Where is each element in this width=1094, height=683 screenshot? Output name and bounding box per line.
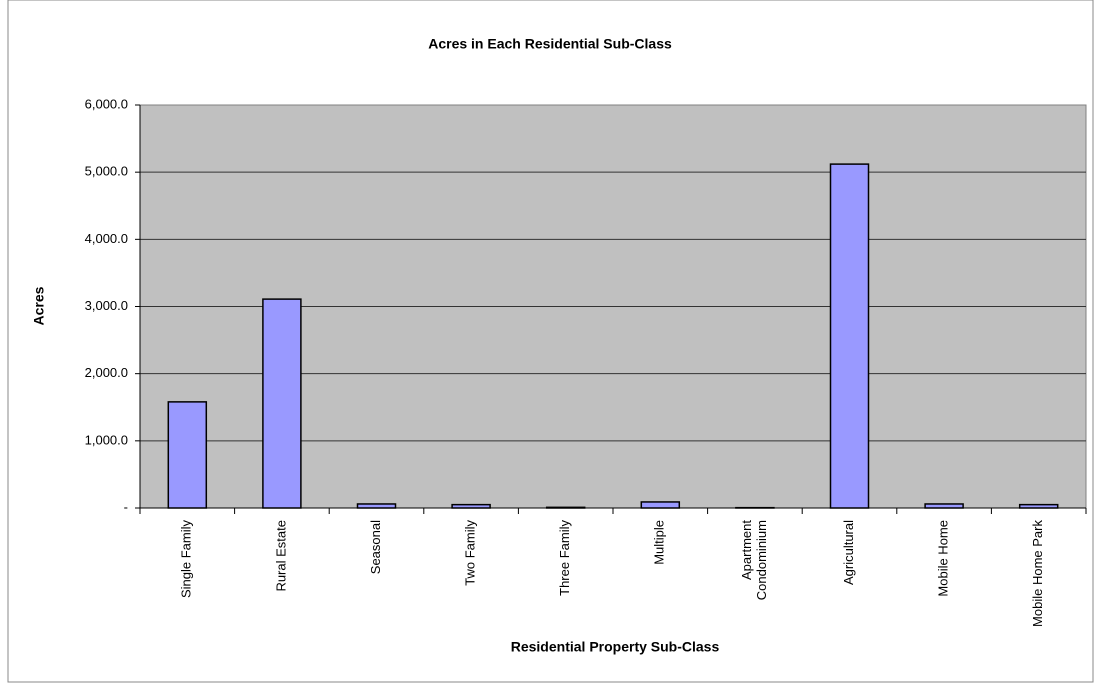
bar bbox=[167, 401, 208, 509]
x-tick-label: Agricultural bbox=[841, 520, 856, 585]
y-tick-label: 6,000.0 bbox=[85, 96, 128, 111]
y-tick-label: 3,000.0 bbox=[85, 298, 128, 313]
x-axis-title: Residential Property Sub-Class bbox=[511, 639, 720, 655]
x-tick-label: Seasonal bbox=[368, 520, 383, 574]
y-tick-label: 5,000.0 bbox=[85, 164, 128, 179]
y-tick-label: 4,000.0 bbox=[85, 231, 128, 246]
bar bbox=[451, 503, 491, 509]
bar bbox=[356, 503, 397, 509]
chart-title: Acres in Each Residential Sub-Class bbox=[428, 36, 672, 52]
x-tick-label: Single Family bbox=[179, 520, 194, 599]
x-tick-label: Three Family bbox=[557, 520, 572, 596]
y-tick-label: - bbox=[124, 499, 128, 514]
x-tick-label: ApartmentCondominium bbox=[739, 520, 769, 601]
x-tick-label: Rural Estate bbox=[273, 520, 288, 592]
bar bbox=[829, 163, 870, 509]
bar bbox=[640, 501, 681, 509]
bar bbox=[545, 506, 586, 509]
bar bbox=[924, 503, 964, 509]
y-tick-label: 2,000.0 bbox=[85, 365, 128, 380]
bar bbox=[262, 298, 302, 509]
x-tick-label: Mobile Home Park bbox=[1030, 520, 1045, 627]
x-tick-label: Two Family bbox=[463, 520, 478, 586]
x-tick-label: Mobile Home bbox=[936, 520, 951, 597]
y-tick-label: 1,000.0 bbox=[85, 432, 128, 447]
x-tick-label: Multiple bbox=[652, 520, 667, 565]
bar bbox=[1018, 503, 1059, 509]
y-axis-title: Acres bbox=[31, 286, 47, 325]
